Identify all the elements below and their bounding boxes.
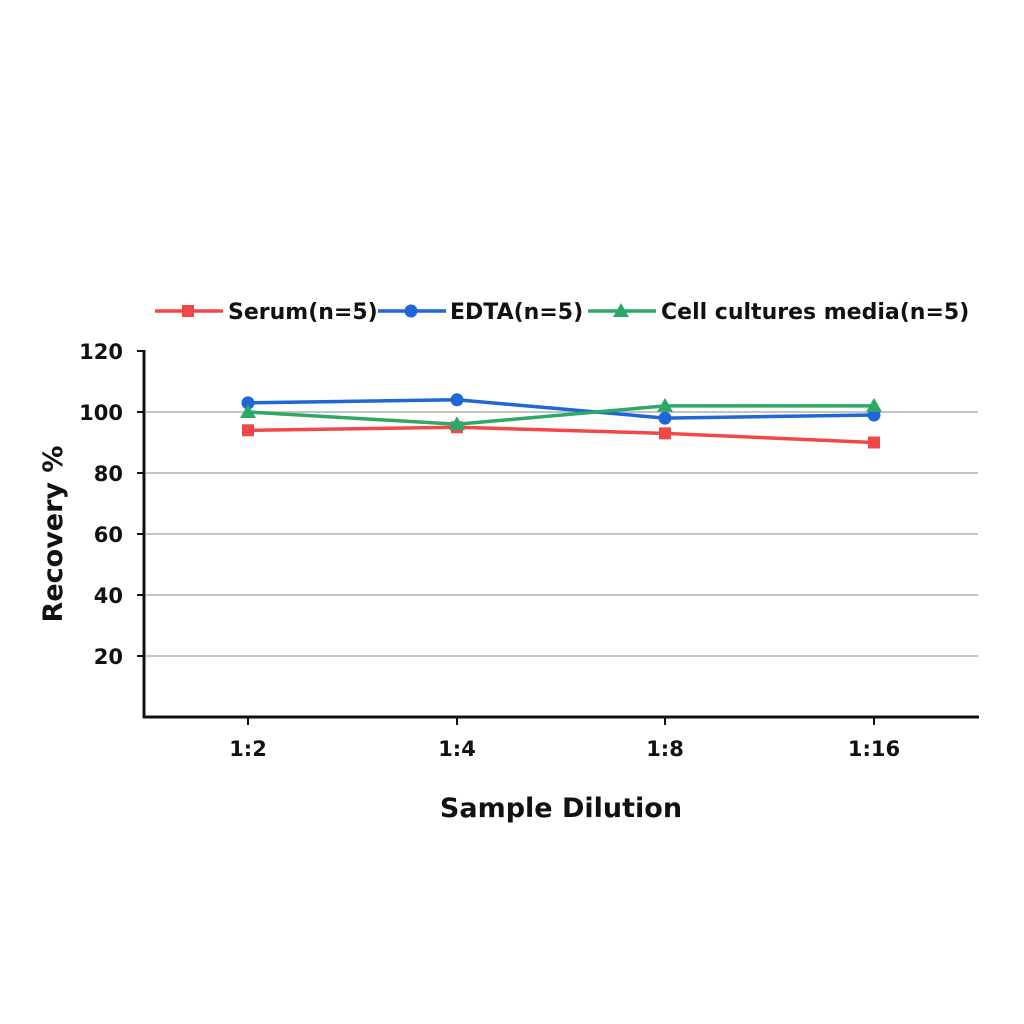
series-2: [240, 397, 882, 431]
data-point: [242, 424, 254, 437]
legend-item: Serum(n=5): [155, 300, 378, 325]
y-tick-label: 20: [94, 645, 123, 669]
x-tick-labels: 1:2 1:4 1:8 1:16: [229, 717, 900, 761]
x-axis-label: Sample Dilution: [440, 793, 682, 824]
legend: Serum(n=5) EDTA(n=5) Cell cultures media(n…: [155, 300, 969, 325]
series-line: [247, 425, 875, 445]
series-0: [242, 421, 880, 449]
data-point: [868, 436, 880, 449]
y-axis-label: Recovery %: [38, 446, 69, 623]
data-point: [450, 393, 464, 407]
data-point: [866, 397, 882, 412]
legend-item: Cell cultures media(n=5): [588, 300, 969, 325]
data-point: [240, 404, 256, 418]
y-tick-label: 120: [79, 340, 123, 364]
legend-item: EDTA(n=5): [378, 300, 583, 325]
legend-label: Serum(n=5): [228, 300, 378, 325]
x-tick-label: 1:16: [848, 737, 900, 761]
series-line: [247, 404, 874, 426]
legend-marker: [404, 304, 418, 318]
x-tick-label: 1:8: [646, 737, 684, 761]
data-point: [659, 427, 671, 440]
data-point: [658, 411, 672, 425]
y-tick-label: 100: [79, 401, 123, 425]
y-tick-label: 40: [94, 584, 123, 608]
series-group: [240, 393, 882, 449]
y-tick-label: 80: [94, 462, 123, 486]
legend-label: EDTA(n=5): [450, 300, 583, 325]
legend-label: Cell cultures media(n=5): [661, 300, 969, 325]
x-tick-label: 1:4: [438, 737, 476, 761]
gridlines: [146, 411, 978, 657]
x-tick-label: 1:2: [229, 737, 267, 761]
series-line: [247, 398, 875, 420]
series-1: [241, 393, 881, 425]
data-point: [449, 416, 465, 431]
y-tick-label: 60: [94, 523, 123, 547]
data-point: [241, 396, 255, 410]
legend-marker: [182, 305, 194, 317]
y-tick-labels: 20 40 60 80 100 120: [79, 340, 144, 669]
legend-marker: [613, 303, 629, 317]
data-point: [657, 397, 673, 412]
